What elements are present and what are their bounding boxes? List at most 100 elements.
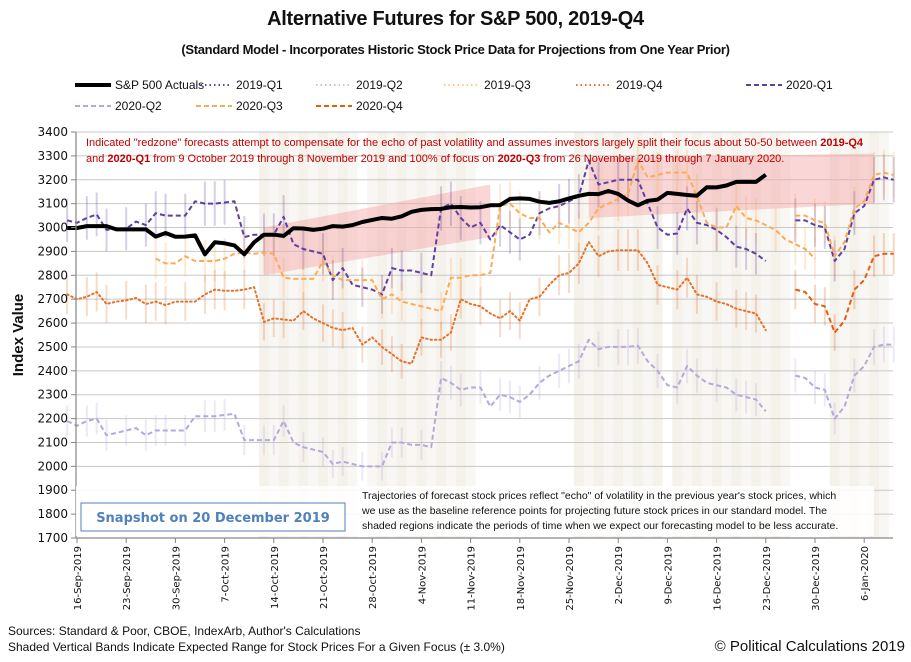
shaded-period-band [770, 132, 781, 538]
shaded-period-band [603, 132, 614, 538]
shaded-period-band [308, 132, 319, 538]
y-tick-label: 2200 [37, 412, 68, 426]
x-tick-label: 30-Sep-2019 [171, 546, 182, 610]
y-tick-label: 1900 [37, 483, 68, 497]
series-line-s-p-500-actuals [67, 173, 767, 257]
shaded-period-band [741, 132, 752, 538]
shaded-period-band [298, 132, 309, 538]
series-lines [66, 159, 894, 468]
x-tick-label: 23-Sep-2019 [122, 546, 133, 610]
shaded-period-band [711, 132, 722, 538]
echo-note-line1: Trajectories of forecast stock prices re… [362, 490, 836, 502]
echo-note-line2: we use as the baseline reference points … [361, 505, 827, 517]
shaded-period-band [386, 132, 397, 538]
shaded-period-band [327, 132, 338, 538]
redzone-note-bold: 2020-Q1 [107, 153, 150, 165]
x-tick-label: 16-Dec-2019 [713, 546, 724, 611]
x-tick-label: 30-Dec-2019 [811, 546, 822, 611]
redzone-note-text: from 9 October 2019 through 8 November 2… [150, 153, 497, 165]
shaded-period-band [632, 132, 643, 538]
legend-label: 2019-Q1 [236, 78, 283, 92]
x-tick-label: 18-Nov-2019 [516, 546, 527, 611]
legend-label: 2020-Q4 [356, 99, 403, 113]
shaded-period-band [377, 132, 387, 538]
shaded-period-band [278, 132, 289, 538]
axes: 1700 1800 1900 2000 2100 2200 2300 2400 2500 2600… [37, 125, 893, 611]
shaded-period-band [259, 132, 269, 538]
y-tick-label: 2600 [37, 316, 68, 330]
snapshot-label: Snapshot on 20 December 2019 [96, 511, 330, 526]
legend-label: S&P 500 Actuals [115, 78, 204, 92]
redzone-note-line2: and 2020-Q1 from 9 October 2019 through … [86, 153, 784, 165]
series-line-2020-q3 [155, 159, 816, 313]
shaded-period-band [337, 132, 348, 538]
x-tick-label: 7-Oct-2019 [221, 546, 232, 603]
sources-note: Sources: Standard & Poor, CBOE, IndexArb… [8, 624, 360, 638]
y-tick-label: 3200 [37, 173, 68, 187]
series-line-2020-q1-ext [795, 176, 894, 262]
redzone-note-text: Indicated "redzone" forecasts attempt to… [86, 137, 820, 149]
y-axis-label: Index Value [10, 294, 27, 377]
shaded-period-band [751, 132, 761, 538]
shaded-period-band [573, 132, 584, 538]
y-tick-label: 2700 [37, 292, 68, 306]
shaded-period-band [623, 132, 633, 538]
shaded-period-band [760, 132, 771, 538]
redzone-note-line1: Indicated "redzone" forecasts attempt to… [86, 137, 864, 149]
shaded-period-band [436, 132, 446, 538]
legend-label: 2020-Q2 [115, 99, 162, 113]
legend-label: 2019-Q3 [484, 78, 531, 92]
bands-note: Shaded Vertical Bands Indicate Expected … [8, 640, 505, 654]
shaded-period-band [682, 132, 692, 538]
shaded-period-band [869, 132, 879, 538]
shaded-period-band [692, 132, 702, 538]
series-line-2020-q2-ext [795, 343, 894, 420]
legend-label: 2019-Q4 [616, 78, 663, 92]
snapshot-box [80, 502, 346, 532]
x-tick-label: 21-Oct-2019 [319, 546, 330, 609]
shaded-period-band [455, 132, 466, 538]
y-tick-label: 2500 [37, 340, 68, 354]
y-tick-label: 2900 [37, 244, 68, 258]
y-tick-label: 3300 [37, 149, 68, 163]
shaded-period-band [780, 132, 791, 538]
shaded-period-band [721, 132, 732, 538]
redzone-note-bold: 2020-Q3 [498, 153, 541, 165]
shaded-period-band [416, 132, 427, 538]
y-tick-label: 3100 [37, 197, 68, 211]
shaded-period-band [318, 132, 328, 538]
legend-label: 2019-Q2 [356, 78, 403, 92]
y-tick-label: 2100 [37, 435, 68, 449]
chart-title: Alternative Futures for S&P 500, 2019-Q4 [267, 8, 644, 30]
redzone-note-text: and [86, 153, 107, 165]
shaded-period-band [347, 132, 358, 538]
shaded-period-band [652, 132, 663, 538]
shaded-period-band [426, 132, 437, 538]
shaded-period-band [878, 132, 889, 538]
shaded-period-band [593, 132, 604, 538]
series-line-2020-q4-ext [795, 252, 894, 334]
chart-subtitle: (Standard Model - Incorporates Historic … [181, 42, 730, 57]
shaded-period-band [672, 132, 683, 538]
shaded-period-band [465, 132, 476, 538]
shaded-period-band [839, 132, 850, 538]
x-tick-label: 4-Nov-2019 [417, 546, 428, 604]
shaded-period-band [446, 132, 456, 538]
y-tick-label: 2000 [37, 459, 68, 473]
shaded-period-band [731, 132, 742, 538]
shaded-period-band [829, 132, 840, 538]
shaded-period-band [367, 132, 378, 538]
x-tick-label: 14-Oct-2019 [270, 546, 281, 609]
shaded-period-band [406, 132, 417, 538]
legend-label: 2020-Q1 [786, 78, 833, 92]
shaded-period-band [613, 132, 624, 538]
shaded-period-band [288, 132, 299, 538]
x-tick-label: 16-Sep-2019 [73, 546, 84, 610]
series-line-2020-q3-ext [795, 171, 894, 258]
x-tick-label: 9-Dec-2019 [663, 546, 674, 604]
shaded-period-band [859, 132, 870, 538]
x-tick-label: 6-Jan-2020 [860, 546, 871, 601]
shaded-period-band [642, 132, 653, 538]
series-line-2020-q1 [66, 159, 767, 296]
